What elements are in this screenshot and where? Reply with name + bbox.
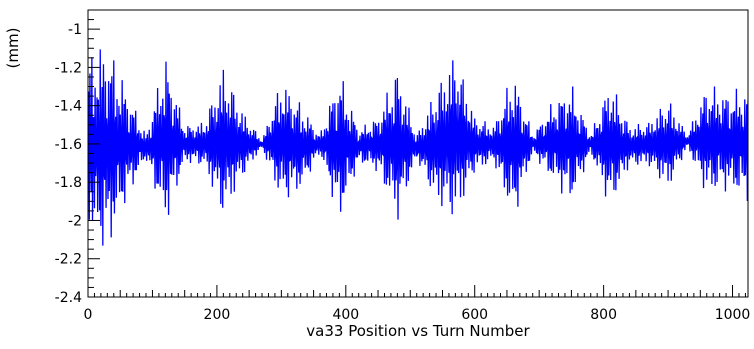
signal-line	[88, 49, 748, 246]
y-tick-label: -1.2	[55, 60, 82, 76]
y-tick-label: -1.8	[55, 175, 82, 191]
x-tick-label: 400	[332, 307, 359, 323]
y-tick-label: -1.4	[55, 99, 82, 115]
y-axis-title: (mm)	[4, 28, 22, 69]
y-tick-label: -1	[68, 22, 82, 38]
x-axis-title: va33 Position vs Turn Number	[306, 322, 530, 340]
x-tick-label: 1000	[715, 307, 751, 323]
y-tick-label: -2.4	[55, 290, 82, 306]
x-tick-label: 200	[204, 307, 231, 323]
y-tick-label: -2	[68, 213, 82, 229]
x-axis: 0 200 400 600 800 1000	[84, 285, 751, 323]
plot-area	[88, 49, 748, 246]
x-tick-label: 0	[84, 307, 93, 323]
y-tick-label: -2.2	[55, 252, 82, 268]
y-tick-label: -1.6	[55, 137, 82, 153]
y-axis: -2.4 -2.2 -2 -1.8 -1.6 -1.4 -1.2 -1	[55, 9, 100, 306]
x-tick-label: 800	[590, 307, 617, 323]
x-tick-label: 600	[461, 307, 488, 323]
